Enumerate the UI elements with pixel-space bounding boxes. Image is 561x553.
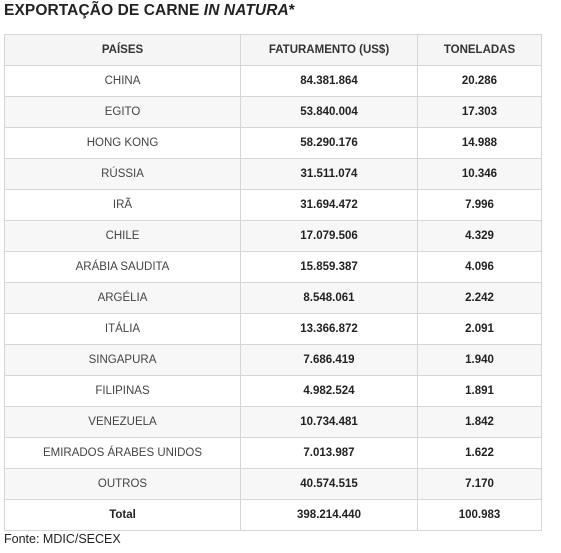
country-cell: CHINA bbox=[4, 65, 241, 97]
table-row: FILIPINAS 4.982.524 1.891 bbox=[4, 375, 542, 407]
country-cell: RÚSSIA bbox=[4, 158, 241, 190]
country-cell: EGITO bbox=[4, 96, 241, 128]
title-italic: IN NATURA bbox=[203, 2, 289, 19]
tons-cell: 20.286 bbox=[417, 65, 542, 97]
table-row: SINGAPURA 7.686.419 1.940 bbox=[4, 344, 542, 376]
country-cell: ARGÉLIA bbox=[4, 282, 241, 314]
country-cell: OUTROS bbox=[4, 468, 241, 500]
total-tons: 100.983 bbox=[417, 499, 542, 531]
total-row: Total 398.214.440 100.983 bbox=[4, 499, 542, 531]
table-row: EGITO 53.840.004 17.303 bbox=[4, 96, 542, 128]
revenue-cell: 7.013.987 bbox=[240, 437, 418, 469]
source-note: Fonte: MDIC/SECEX bbox=[4, 532, 121, 546]
total-label: Total bbox=[4, 499, 241, 531]
country-cell: CHILE bbox=[4, 220, 241, 252]
table-body: CHINA 84.381.864 20.286 EGITO 53.840.004 17.3… bbox=[4, 65, 542, 531]
country-cell: VENEZUELA bbox=[4, 406, 241, 438]
table-row: ARGÉLIA 8.548.061 2.242 bbox=[4, 282, 542, 314]
title-prefix: EXPORTAÇÃO DE CARNE bbox=[4, 2, 204, 19]
revenue-cell: 10.734.481 bbox=[240, 406, 418, 438]
total-revenue: 398.214.440 bbox=[240, 499, 418, 531]
revenue-cell: 15.859.387 bbox=[240, 251, 418, 283]
page-title: EXPORTAÇÃO DE CARNE IN NATURA* bbox=[4, 2, 295, 20]
table-row: EMIRADOS ÁRABES UNIDOS 7.013.987 1.622 bbox=[4, 437, 542, 469]
revenue-cell: 8.548.061 bbox=[240, 282, 418, 314]
table-row: CHILE 17.079.506 4.329 bbox=[4, 220, 542, 252]
revenue-cell: 31.511.074 bbox=[240, 158, 418, 190]
table-header-row: PAÍSES FATURAMENTO (US$) TONELADAS bbox=[4, 34, 542, 66]
revenue-cell: 7.686.419 bbox=[240, 344, 418, 376]
revenue-cell: 31.694.472 bbox=[240, 189, 418, 221]
tons-cell: 1.842 bbox=[417, 406, 542, 438]
table-row: CHINA 84.381.864 20.286 bbox=[4, 65, 542, 97]
export-table: PAÍSES FATURAMENTO (US$) TONELADAS CHINA… bbox=[4, 34, 542, 531]
table-row: ARÁBIA SAUDITA 15.859.387 4.096 bbox=[4, 251, 542, 283]
tons-cell: 1.891 bbox=[417, 375, 542, 407]
tons-cell: 1.622 bbox=[417, 437, 542, 469]
table-row: IRÃ 31.694.472 7.996 bbox=[4, 189, 542, 221]
header-countries: PAÍSES bbox=[4, 34, 241, 66]
revenue-cell: 17.079.506 bbox=[240, 220, 418, 252]
revenue-cell: 4.982.524 bbox=[240, 375, 418, 407]
header-revenue: FATURAMENTO (US$) bbox=[240, 34, 418, 66]
revenue-cell: 58.290.176 bbox=[240, 127, 418, 159]
tons-cell: 14.988 bbox=[417, 127, 542, 159]
country-cell: IRÃ bbox=[4, 189, 241, 221]
tons-cell: 2.242 bbox=[417, 282, 542, 314]
title-suffix: * bbox=[288, 2, 295, 19]
country-cell: EMIRADOS ÁRABES UNIDOS bbox=[4, 437, 241, 469]
table-row: HONG KONG 58.290.176 14.988 bbox=[4, 127, 542, 159]
country-cell: ITÁLIA bbox=[4, 313, 241, 345]
revenue-cell: 40.574.515 bbox=[240, 468, 418, 500]
tons-cell: 2.091 bbox=[417, 313, 542, 345]
tons-cell: 10.346 bbox=[417, 158, 542, 190]
tons-cell: 17.303 bbox=[417, 96, 542, 128]
table-row: VENEZUELA 10.734.481 1.842 bbox=[4, 406, 542, 438]
revenue-cell: 13.366.872 bbox=[240, 313, 418, 345]
revenue-cell: 53.840.004 bbox=[240, 96, 418, 128]
revenue-cell: 84.381.864 bbox=[240, 65, 418, 97]
tons-cell: 4.096 bbox=[417, 251, 542, 283]
country-cell: ARÁBIA SAUDITA bbox=[4, 251, 241, 283]
tons-cell: 4.329 bbox=[417, 220, 542, 252]
tons-cell: 1.940 bbox=[417, 344, 542, 376]
tons-cell: 7.170 bbox=[417, 468, 542, 500]
table-row: OUTROS 40.574.515 7.170 bbox=[4, 468, 542, 500]
country-cell: HONG KONG bbox=[4, 127, 241, 159]
tons-cell: 7.996 bbox=[417, 189, 542, 221]
country-cell: SINGAPURA bbox=[4, 344, 241, 376]
table-row: ITÁLIA 13.366.872 2.091 bbox=[4, 313, 542, 345]
table-row: RÚSSIA 31.511.074 10.346 bbox=[4, 158, 542, 190]
header-tons: TONELADAS bbox=[417, 34, 542, 66]
country-cell: FILIPINAS bbox=[4, 375, 241, 407]
